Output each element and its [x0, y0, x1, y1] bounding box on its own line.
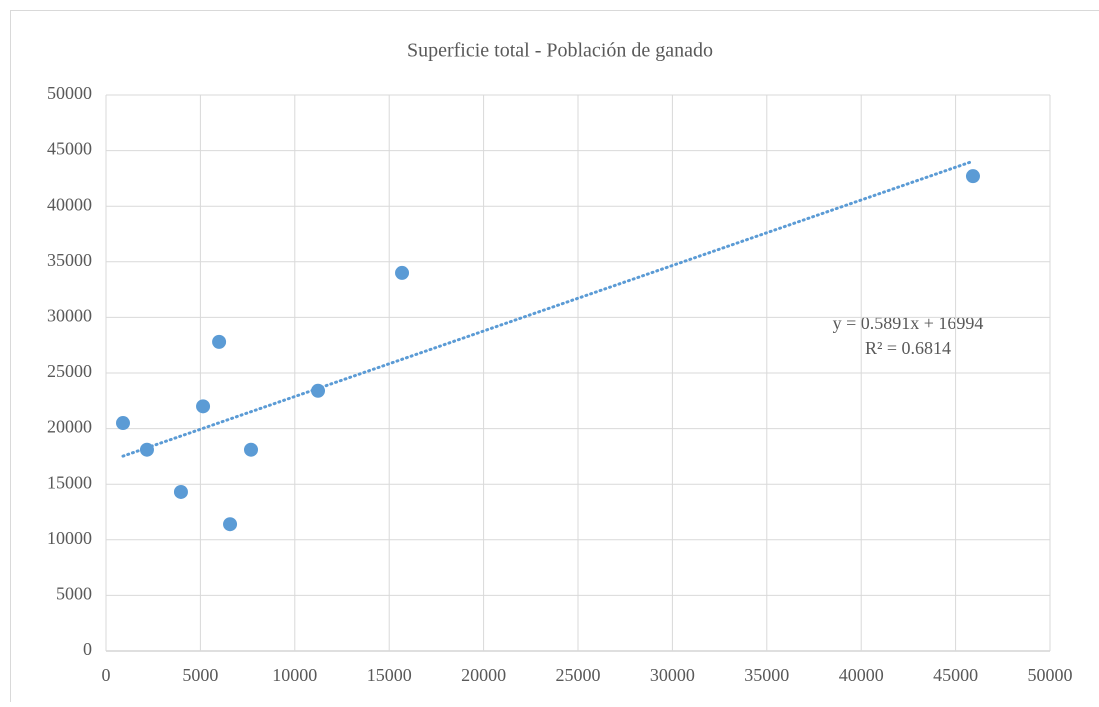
x-tick-label: 15000 — [367, 665, 412, 685]
y-tick-label: 30000 — [47, 306, 92, 326]
x-tick-label: 20000 — [461, 665, 506, 685]
y-tick-label: 25000 — [47, 361, 92, 381]
trend-r2: R² = 0.6814 — [865, 338, 951, 358]
y-tick-label: 10000 — [47, 528, 92, 548]
y-tick-label: 35000 — [47, 250, 92, 270]
x-tick-label: 30000 — [650, 665, 695, 685]
scatter-point — [174, 485, 188, 499]
y-tick-label: 15000 — [47, 472, 92, 492]
x-tick-label: 10000 — [272, 665, 317, 685]
x-tick-label: 25000 — [556, 665, 601, 685]
x-tick-label: 35000 — [744, 665, 789, 685]
y-tick-label: 20000 — [47, 417, 92, 437]
x-tick-label: 5000 — [182, 665, 218, 685]
y-tick-label: 5000 — [56, 584, 92, 604]
scatter-point — [966, 169, 980, 183]
scatter-point — [244, 443, 258, 457]
trend-equation: y = 0.5891x + 16994 — [833, 313, 984, 333]
y-tick-label: 0 — [83, 639, 92, 659]
y-tick-label: 40000 — [47, 194, 92, 214]
x-tick-label: 0 — [102, 665, 111, 685]
scatter-point — [311, 384, 325, 398]
x-tick-label: 45000 — [933, 665, 978, 685]
scatter-point — [212, 335, 226, 349]
chart-title: Superficie total - Población de ganado — [407, 40, 713, 62]
scatter-point — [223, 517, 237, 531]
y-tick-label: 45000 — [47, 139, 92, 159]
scatter-point — [395, 266, 409, 280]
scatter-point — [116, 416, 130, 430]
x-tick-label: 50000 — [1028, 665, 1073, 685]
x-tick-label: 40000 — [839, 665, 884, 685]
scatter-point — [196, 399, 210, 413]
y-tick-label: 50000 — [47, 83, 92, 103]
scatter-point — [140, 443, 154, 457]
